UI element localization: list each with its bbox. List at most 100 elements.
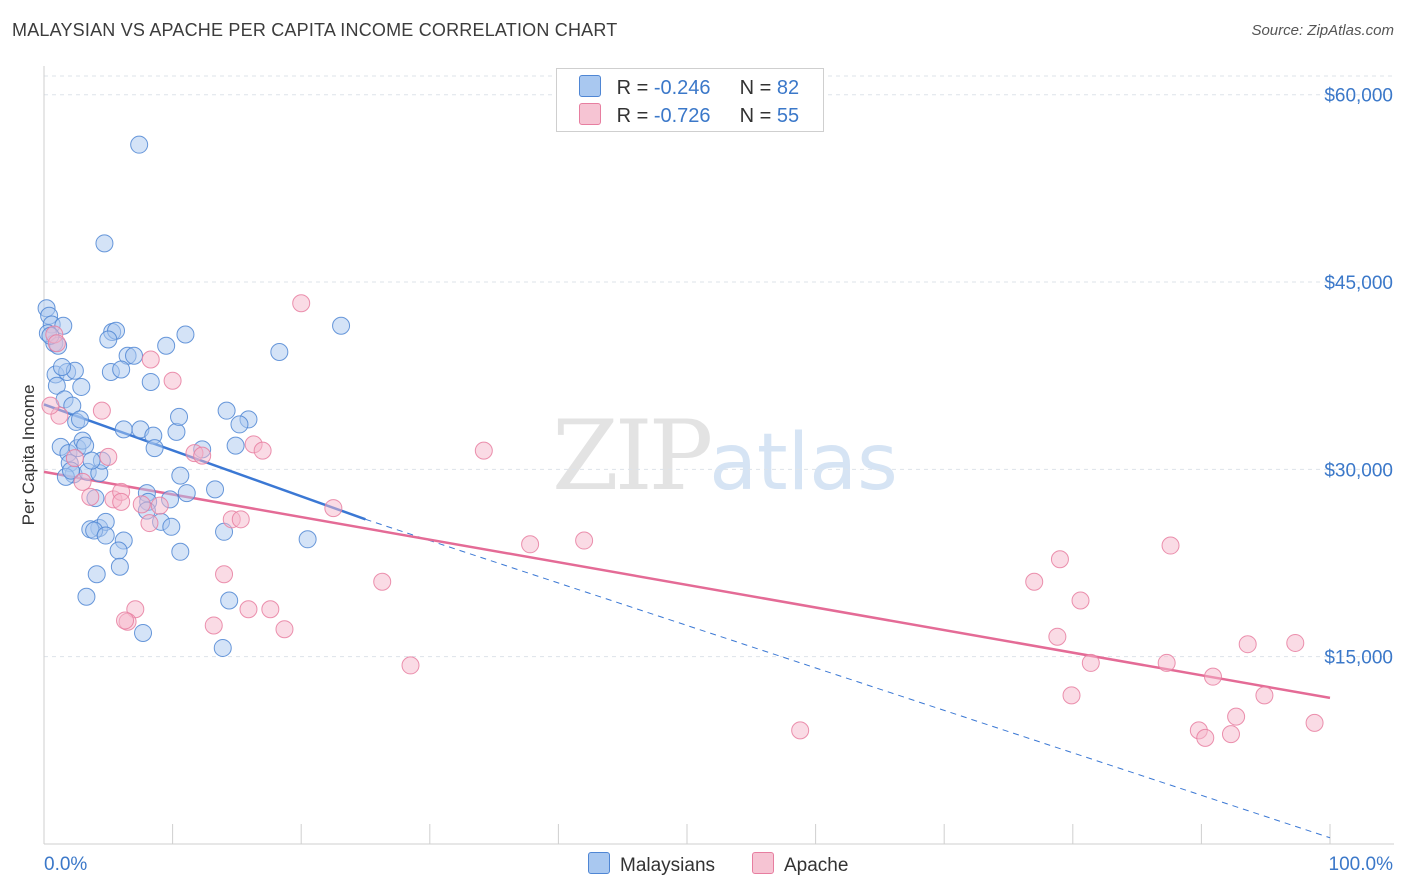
malaysians-point xyxy=(170,407,189,426)
legend-n-label: N = xyxy=(739,77,777,99)
apache-point xyxy=(324,499,343,518)
apache-point xyxy=(1238,635,1257,654)
apache-point xyxy=(261,600,280,619)
malaysians-point xyxy=(112,360,131,379)
malaysians-point xyxy=(226,436,245,455)
malaysians-point xyxy=(230,415,249,434)
malaysians-point xyxy=(167,422,186,441)
apache-point xyxy=(521,535,540,554)
malaysians-point xyxy=(53,357,72,376)
apache-point xyxy=(292,294,311,313)
apache-point xyxy=(204,616,223,635)
watermark: ZIPatlas xyxy=(552,400,898,512)
series-label: Apache xyxy=(784,855,849,876)
malaysians-point xyxy=(145,439,164,458)
apache-point xyxy=(239,600,258,619)
apache-point xyxy=(1203,667,1222,686)
malaysians-point xyxy=(134,623,153,642)
apache-point xyxy=(1071,591,1090,610)
apache-point xyxy=(215,565,234,584)
apache-point xyxy=(41,396,60,415)
malaysians-point xyxy=(171,466,190,485)
apache-point xyxy=(1255,686,1274,705)
malaysians-point xyxy=(76,436,95,455)
apache-point xyxy=(1081,653,1100,672)
malaysians-point xyxy=(270,342,289,361)
malaysians-points xyxy=(37,135,351,657)
grid xyxy=(44,75,1394,658)
apache-point xyxy=(1048,627,1067,646)
apache-point xyxy=(575,531,594,550)
axes xyxy=(43,66,1394,845)
malaysians-point xyxy=(220,591,239,610)
legend-n-value: 82 xyxy=(776,77,800,99)
apache-point xyxy=(791,721,810,740)
malaysians-point xyxy=(176,325,195,344)
watermark-atlas: atlas xyxy=(709,418,898,508)
x-tick-label-min: 0.0% xyxy=(44,854,87,875)
apache-point xyxy=(1157,653,1176,672)
malaysians-point xyxy=(99,330,118,349)
legend-swatch-pink xyxy=(579,103,601,125)
malaysians-point xyxy=(157,336,176,355)
legend-row-apache: R = -0.726 N = 55 xyxy=(579,103,799,129)
apache-point xyxy=(92,401,111,420)
malaysians-point xyxy=(47,376,66,395)
apache-points xyxy=(41,294,1324,747)
apache-point xyxy=(1305,713,1324,732)
chart-source: Source: ZipAtlas.com xyxy=(1251,22,1394,39)
y-tick-label: $45,000 xyxy=(1324,273,1393,294)
legend-r-value: -0.246 xyxy=(653,77,711,99)
apache-point xyxy=(47,334,66,353)
apache-point xyxy=(1196,728,1215,747)
apache-point xyxy=(1227,707,1246,726)
axis-labels: $15,000 $30,000 $45,000 $60,000 0.0% 100.0% Pe… xyxy=(19,86,1393,875)
legend-n-value: 55 xyxy=(776,105,800,127)
malaysians-point xyxy=(96,526,115,545)
series-legend: Malaysians Apache xyxy=(0,852,1406,878)
malaysians-point xyxy=(141,372,160,391)
legend-row-malaysians: R = -0.246 N = 82 xyxy=(579,75,799,101)
y-tick-label: $30,000 xyxy=(1324,460,1393,481)
apache-point xyxy=(140,514,159,533)
malaysians-point xyxy=(332,316,351,335)
malaysians-point xyxy=(217,401,236,420)
apache-point xyxy=(163,371,182,390)
series-swatch-blue xyxy=(588,852,610,874)
apache-point xyxy=(1062,686,1081,705)
apache-point xyxy=(132,495,151,514)
malaysians-point xyxy=(171,542,190,561)
legend-r-label: R = xyxy=(616,77,654,99)
x-tick-label-max: 100.0% xyxy=(1329,854,1394,875)
apache-point xyxy=(1221,725,1240,744)
malaysians-point xyxy=(110,557,129,576)
legend-r-value: -0.726 xyxy=(653,105,711,127)
apache-point xyxy=(401,656,420,675)
apache-point xyxy=(474,441,493,460)
malaysians-point xyxy=(213,638,232,657)
legend-n-label: N = xyxy=(739,105,777,127)
chart-title: MALAYSIAN VS APACHE PER CAPITA INCOME CO… xyxy=(12,20,618,40)
apache-point xyxy=(1025,572,1044,591)
malaysians-point xyxy=(177,484,196,503)
apache-point xyxy=(81,487,100,506)
malaysians-point xyxy=(82,451,101,470)
series-legend-malaysians[interactable]: Malaysians xyxy=(588,852,715,877)
y-tick-label: $60,000 xyxy=(1324,86,1393,107)
watermark-zip: ZIP xyxy=(552,400,713,512)
apache-point xyxy=(141,350,160,369)
malaysians-point xyxy=(298,530,317,549)
apache-point xyxy=(150,496,169,515)
series-legend-apache[interactable]: Apache xyxy=(752,852,848,877)
malaysians-point xyxy=(71,410,90,429)
series-label: Malaysians xyxy=(620,855,716,876)
apache-point xyxy=(373,572,392,591)
malaysians-point xyxy=(87,565,106,584)
y-tick-label: $15,000 xyxy=(1324,648,1393,669)
apache-point xyxy=(99,447,118,466)
malaysians-trend-extension xyxy=(365,518,1331,839)
malaysians-point xyxy=(130,135,149,154)
malaysians-point xyxy=(206,480,225,499)
apache-point xyxy=(231,510,250,529)
